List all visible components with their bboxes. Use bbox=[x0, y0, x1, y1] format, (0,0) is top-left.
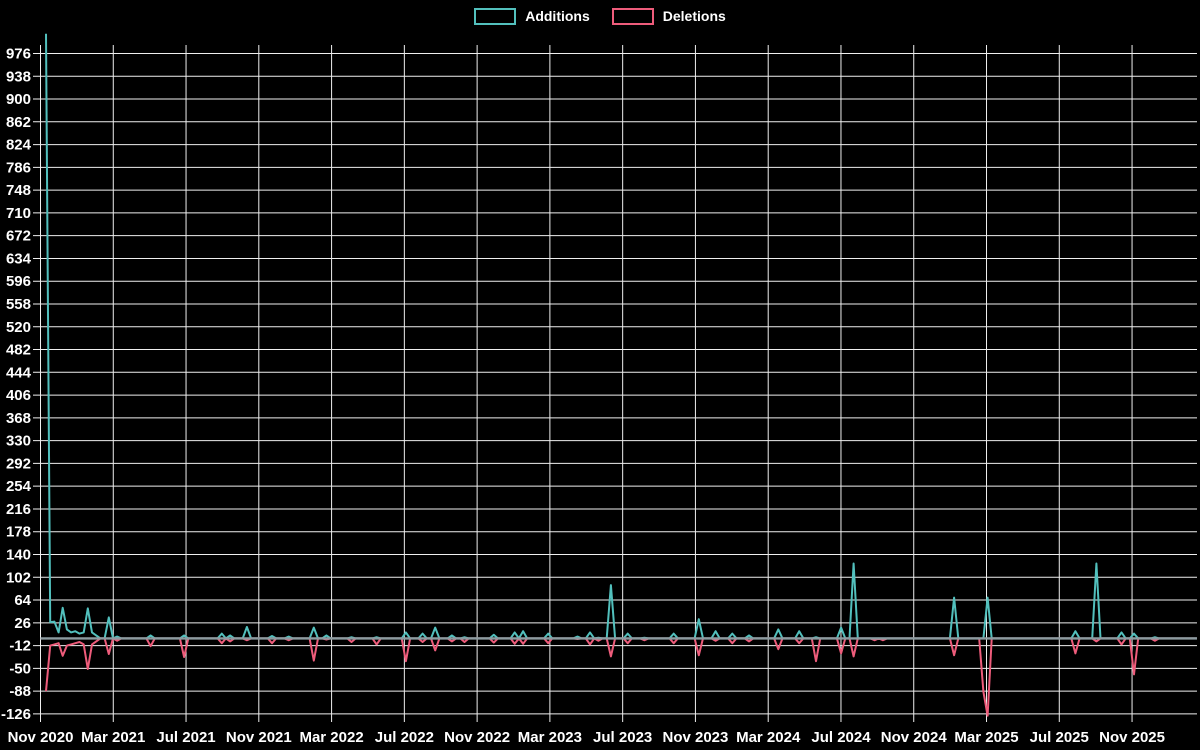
y-tick-label: 140 bbox=[6, 546, 31, 563]
x-tick-label: Nov 2021 bbox=[226, 729, 292, 746]
y-tick-label: 976 bbox=[6, 45, 31, 62]
y-tick-label: 938 bbox=[6, 68, 31, 85]
legend-label-additions: Additions bbox=[525, 8, 590, 24]
y-tick-label: 672 bbox=[6, 228, 31, 245]
y-tick-label: 26 bbox=[14, 615, 31, 632]
chart-legend: Additions Deletions bbox=[0, 8, 1200, 25]
y-tick-label: 786 bbox=[6, 159, 31, 176]
x-tick-label: Nov 2022 bbox=[444, 729, 510, 746]
y-tick-label: -50 bbox=[9, 660, 31, 677]
y-tick-label: 900 bbox=[6, 91, 31, 108]
x-tick-label: Nov 2023 bbox=[662, 729, 728, 746]
x-tick-label: Jul 2025 bbox=[1030, 729, 1089, 746]
x-tick-label: Mar 2024 bbox=[736, 729, 801, 746]
additions-swatch-icon bbox=[474, 8, 517, 25]
x-tick-label: Jul 2024 bbox=[811, 729, 871, 746]
y-tick-label: 406 bbox=[6, 387, 31, 404]
legend-item-additions[interactable]: Additions bbox=[474, 8, 590, 25]
y-tick-label: 102 bbox=[6, 569, 31, 586]
y-tick-label: 862 bbox=[6, 114, 31, 131]
y-tick-label: 748 bbox=[6, 182, 31, 199]
x-tick-label: Nov 2025 bbox=[1099, 729, 1165, 746]
y-tick-label: 368 bbox=[6, 410, 31, 427]
y-tick-label: -126 bbox=[1, 706, 31, 723]
y-tick-label: 634 bbox=[6, 250, 32, 267]
y-tick-label: 178 bbox=[6, 524, 31, 541]
x-tick-label: Mar 2025 bbox=[954, 729, 1018, 746]
plot-area[interactable] bbox=[41, 33, 1198, 714]
x-tick-label: Nov 2024 bbox=[881, 729, 948, 746]
y-tick-label: 64 bbox=[14, 592, 31, 609]
x-tick-label: Jul 2021 bbox=[156, 729, 215, 746]
y-tick-label: 482 bbox=[6, 342, 31, 359]
legend-item-deletions[interactable]: Deletions bbox=[611, 8, 726, 25]
y-tick-label: 444 bbox=[6, 364, 32, 381]
y-tick-label: 710 bbox=[6, 205, 31, 222]
deletions-swatch-icon bbox=[611, 8, 654, 25]
y-tick-label: 292 bbox=[6, 455, 31, 472]
y-tick-label: -88 bbox=[9, 683, 31, 700]
y-tick-label: 216 bbox=[6, 501, 31, 518]
x-tick-label: Jul 2023 bbox=[593, 729, 652, 746]
legend-label-deletions: Deletions bbox=[662, 8, 726, 24]
y-tick-label: 596 bbox=[6, 273, 31, 290]
x-tick-label: Mar 2021 bbox=[81, 729, 145, 746]
y-tick-label: 254 bbox=[6, 478, 32, 495]
x-tick-label: Jul 2022 bbox=[375, 729, 434, 746]
y-tick-label: 558 bbox=[6, 296, 31, 313]
x-tick-label: Nov 2020 bbox=[8, 729, 74, 746]
y-tick-label: 330 bbox=[6, 433, 31, 450]
y-tick-label: -12 bbox=[9, 638, 31, 655]
x-tick-label: Mar 2023 bbox=[518, 729, 582, 746]
y-tick-label: 824 bbox=[6, 137, 32, 154]
y-tick-label: 520 bbox=[6, 319, 31, 336]
x-tick-label: Mar 2022 bbox=[299, 729, 363, 746]
